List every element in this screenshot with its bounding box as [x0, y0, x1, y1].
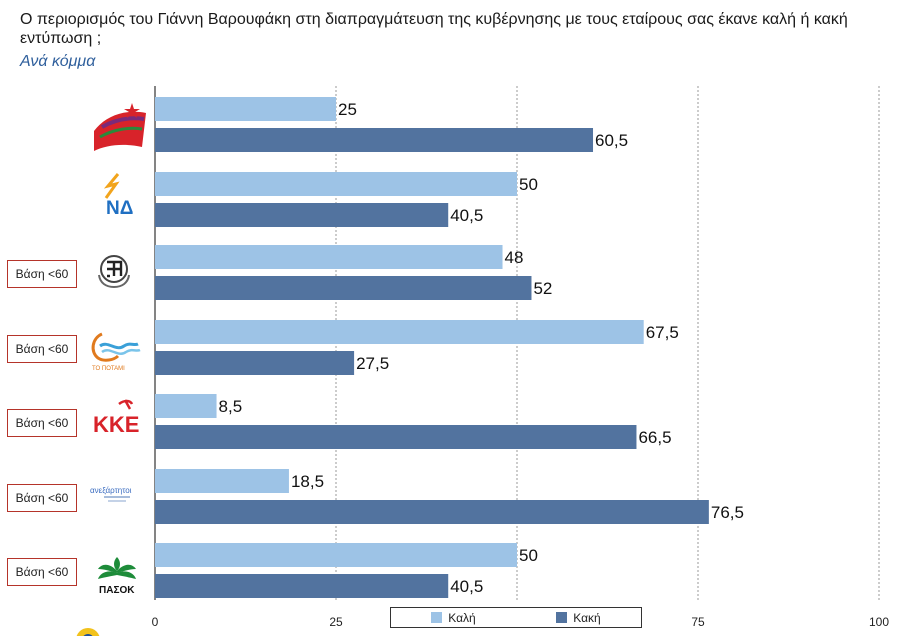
data-label: 48 — [505, 248, 524, 267]
base-note-badge: Βάση <60 — [7, 335, 77, 363]
x-tick-label: 75 — [691, 615, 705, 629]
data-label: 40,5 — [450, 577, 483, 596]
data-label: 60,5 — [595, 131, 628, 150]
potami-logo: ΤΟ ΠΟΤΑΜΙ — [91, 332, 141, 372]
bar-bad-6 — [155, 574, 449, 598]
legend-label-good: Καλή — [448, 610, 476, 625]
bar-bad-2 — [155, 276, 532, 300]
data-label: 18,5 — [291, 472, 324, 491]
data-label: 25 — [338, 100, 357, 119]
base-note-badge: Βάση <60 — [7, 260, 77, 288]
data-label: 8,5 — [219, 397, 243, 416]
bar-bad-5 — [155, 500, 709, 524]
data-label: 52 — [533, 279, 552, 298]
bar-good-5 — [155, 469, 289, 493]
data-label: 76,5 — [711, 503, 744, 522]
data-label: 50 — [519, 175, 538, 194]
bar-good-3 — [155, 320, 644, 344]
data-label: 50 — [519, 546, 538, 565]
nd-logo-text: ΝΔ — [106, 198, 133, 219]
bar-bad-0 — [155, 128, 594, 152]
bar-good-0 — [155, 97, 336, 121]
x-tick-label: 25 — [329, 615, 343, 629]
anel-logo: ανεξάρτητοι — [90, 486, 132, 502]
bar-bad-3 — [155, 351, 355, 375]
bar-bad-1 — [155, 203, 449, 227]
base-note-badge: Βάση <60 — [7, 484, 77, 512]
legend-label-bad: Κακή — [573, 610, 601, 625]
data-label: 27,5 — [356, 354, 389, 373]
legend-item-bad: Κακή — [556, 610, 601, 625]
nd-logo: ΝΔ — [103, 173, 133, 219]
syriza-logo — [94, 103, 146, 151]
potami-logo-text: ΤΟ ΠΟΤΑΜΙ — [92, 366, 125, 372]
chart-title: Ο περιορισμός του Γιάννη Βαρουφάκη στη δ… — [20, 11, 848, 47]
data-label: 40,5 — [450, 206, 483, 225]
x-tick-label: 0 — [152, 615, 159, 629]
partial-party-logo — [76, 628, 100, 636]
base-note-badge: Βάση <60 — [7, 558, 77, 586]
bar-bad-4 — [155, 425, 637, 449]
golden-dawn-logo — [98, 255, 130, 289]
bar-good-4 — [155, 394, 217, 418]
chart-subtitle: Ανά κόμμα — [20, 53, 96, 70]
legend-swatch-good — [431, 612, 443, 623]
bar-good-6 — [155, 543, 517, 567]
legend-swatch-bad — [556, 612, 568, 623]
x-tick-label: 100 — [869, 615, 889, 629]
kke-logo-text: ΚΚΕ — [93, 412, 139, 437]
anel-logo-text: ανεξάρτητοι — [90, 486, 132, 495]
bar-good-1 — [155, 172, 517, 196]
legend-item-good: Καλή — [431, 610, 476, 625]
data-label: 67,5 — [646, 323, 679, 342]
data-label: 66,5 — [638, 428, 671, 447]
bar-good-2 — [155, 245, 503, 269]
base-note-badge: Βάση <60 — [7, 409, 77, 437]
legend: Καλή Κακή — [390, 607, 642, 628]
pasok-logo: ΠΑΣΟΚ — [98, 557, 136, 596]
kke-logo: ΚΚΕ — [93, 399, 139, 437]
pasok-logo-text: ΠΑΣΟΚ — [99, 585, 135, 596]
